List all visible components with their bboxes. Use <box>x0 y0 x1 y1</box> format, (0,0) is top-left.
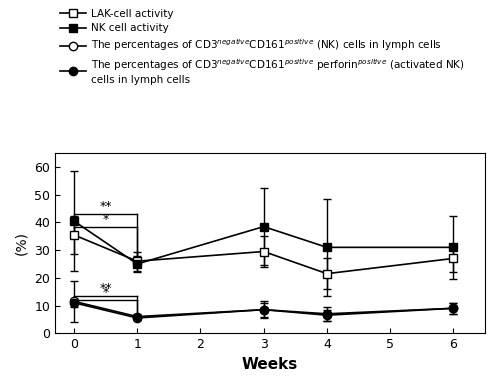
Text: **: ** <box>100 282 112 295</box>
Text: *: * <box>102 213 108 226</box>
Legend: LAK-cell activity, NK cell activity, The percentages of CD3$^{negative}$CD161$^{: LAK-cell activity, NK cell activity, The… <box>60 9 466 85</box>
Text: **: ** <box>100 200 112 213</box>
X-axis label: Weeks: Weeks <box>242 357 298 372</box>
Text: *: * <box>102 286 108 299</box>
Y-axis label: (%): (%) <box>14 231 28 255</box>
